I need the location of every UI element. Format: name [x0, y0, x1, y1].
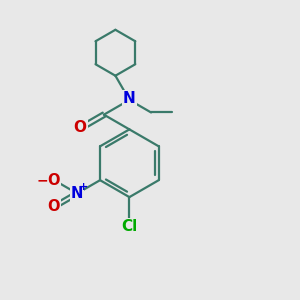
Text: O: O	[74, 120, 86, 135]
Text: N: N	[71, 186, 83, 201]
Text: Cl: Cl	[121, 219, 137, 234]
Text: +: +	[78, 182, 88, 192]
Text: N: N	[123, 91, 136, 106]
Text: O: O	[47, 173, 60, 188]
Text: −: −	[37, 173, 48, 187]
Text: O: O	[47, 199, 60, 214]
